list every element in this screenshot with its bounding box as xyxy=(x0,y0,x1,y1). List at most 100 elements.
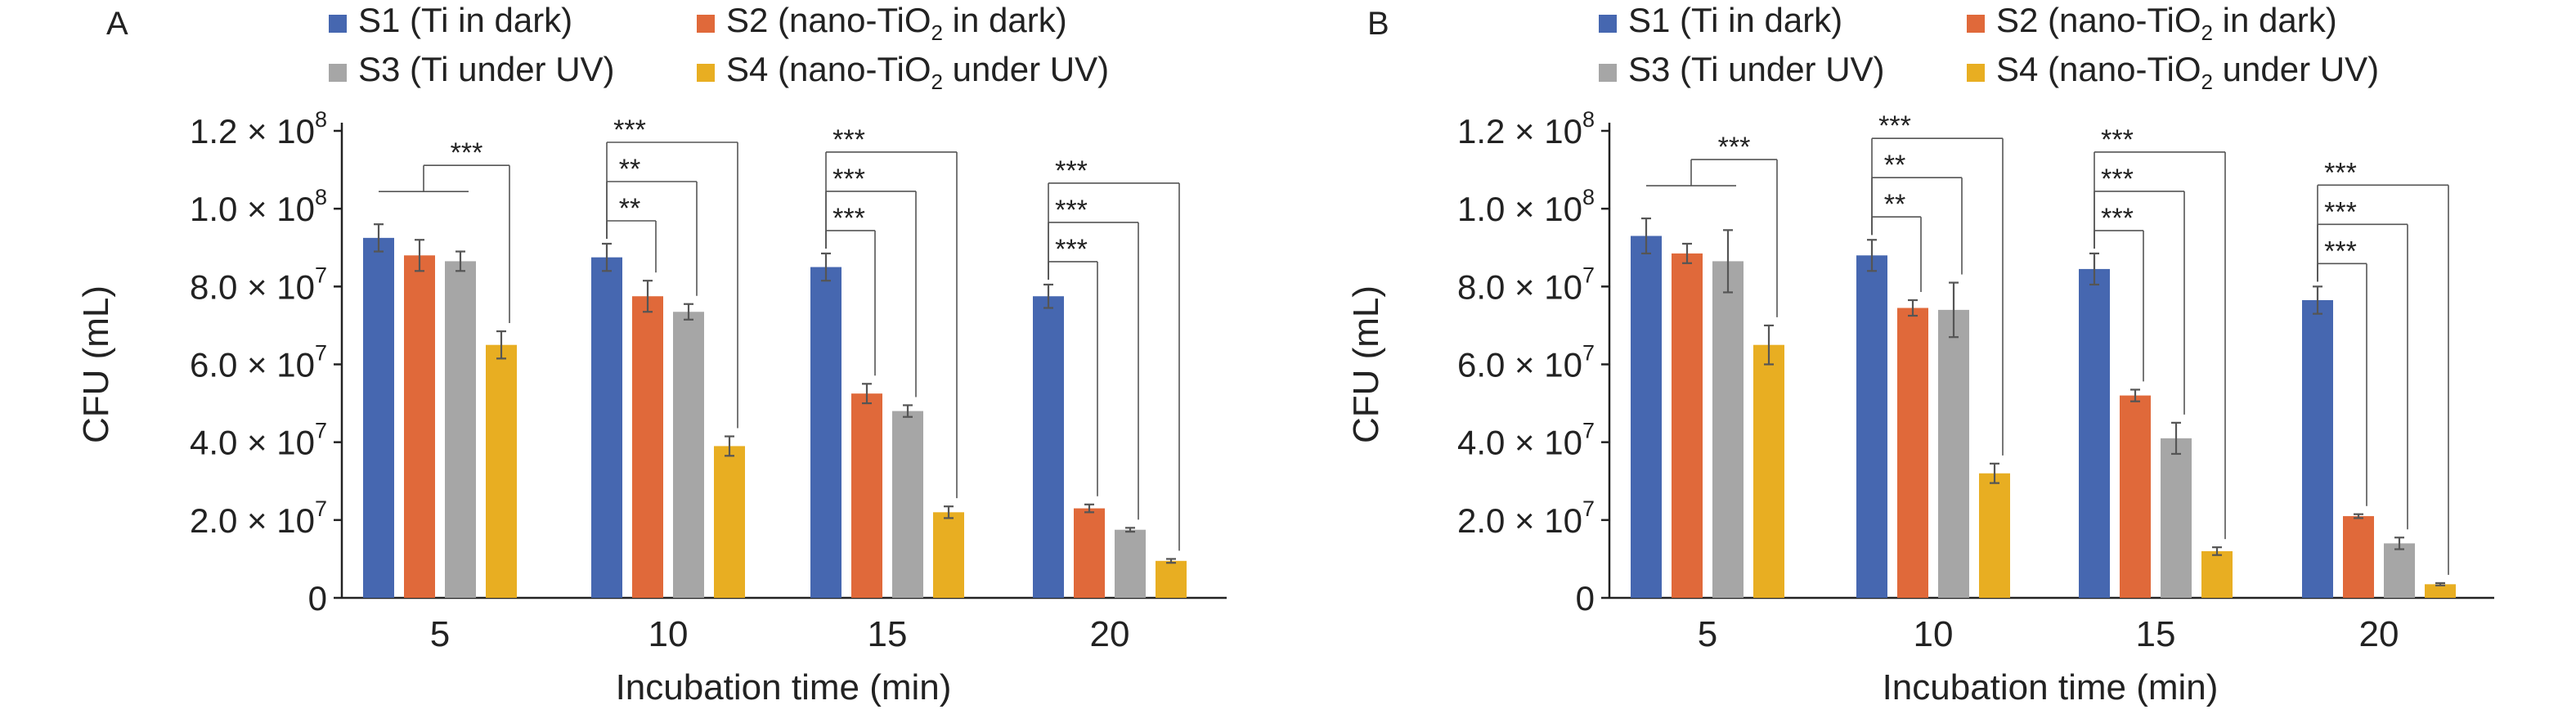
error-bar xyxy=(2394,537,2404,550)
significance-bracket xyxy=(825,151,958,499)
y-tick-exponent: 7 xyxy=(315,419,327,443)
legend-text: under UV) xyxy=(943,50,1109,88)
error-bar xyxy=(1166,558,1176,564)
y-tick-label: 0 xyxy=(308,579,327,617)
significance-label: *** xyxy=(832,203,865,234)
significance-bracket xyxy=(1871,137,2004,456)
significance-label: *** xyxy=(832,124,865,155)
error-bar xyxy=(1682,242,1692,264)
significance-bracket xyxy=(1646,159,1778,317)
legend-entry: S3 (Ti under UV) xyxy=(358,50,615,88)
legend-swatch xyxy=(1967,64,1985,82)
legend-text: S3 (Ti under UV) xyxy=(1628,50,1885,88)
error-bar xyxy=(602,242,612,272)
x-tick-label: 10 xyxy=(648,614,689,654)
error-bar xyxy=(456,250,465,272)
bar xyxy=(1712,261,1744,598)
x-axis-title: Incubation time (min) xyxy=(1883,667,2219,707)
y-tick-mantissa: 2.0 × 10 xyxy=(1457,501,1582,540)
significance-label: *** xyxy=(2101,164,2134,195)
legend-swatch xyxy=(1967,15,1985,33)
significance-label: *** xyxy=(1055,155,1088,186)
y-tick-exponent: 7 xyxy=(315,263,327,287)
x-tick-label: 5 xyxy=(1698,614,1717,654)
bar xyxy=(363,237,394,598)
y-axis-title: CFU (mL) xyxy=(76,285,116,443)
y-tick-mantissa: 1.0 × 10 xyxy=(1457,190,1582,228)
significance-bracket xyxy=(2317,184,2449,575)
bar xyxy=(1074,508,1105,598)
significance-bracket xyxy=(379,164,510,324)
legend-text: S2 (nano-TiO xyxy=(726,1,931,39)
bar xyxy=(1979,473,2010,598)
bar xyxy=(892,411,923,598)
error-bar xyxy=(1764,324,1774,366)
panel-label: B xyxy=(1367,6,1389,42)
y-tick-label: 6.0 × 107 xyxy=(190,341,327,384)
error-bar xyxy=(1908,299,1918,317)
significance-label: ** xyxy=(619,193,640,224)
bar xyxy=(591,257,622,598)
bar xyxy=(1672,253,1703,598)
y-tick-mantissa: 8.0 × 10 xyxy=(190,267,315,306)
x-tick-label: 15 xyxy=(868,614,908,654)
bar xyxy=(2161,438,2192,598)
error-bar xyxy=(2171,421,2181,456)
legend: S1 (Ti in dark) S2 (nano-TiO2 in dark)S3 … xyxy=(329,1,1109,94)
y-tick-label: 6.0 × 107 xyxy=(1457,341,1595,384)
y-tick-label: 1.0 × 108 xyxy=(1457,185,1595,228)
bar xyxy=(714,446,745,598)
significance-label: *** xyxy=(1878,110,1911,141)
y-tick-label: 1.0 × 108 xyxy=(190,185,327,228)
legend-entry: S1 (Ti in dark) xyxy=(358,1,572,39)
y-tick-exponent: 8 xyxy=(1582,185,1595,209)
error-bar xyxy=(496,330,506,360)
legend-text: S4 (nano-TiO xyxy=(1996,50,2201,88)
error-bar xyxy=(903,404,913,418)
y-tick-mantissa: 4.0 × 10 xyxy=(1457,424,1582,462)
legend-entry: S2 (nano-TiO2 in dark) xyxy=(1996,1,2337,45)
legend-swatch xyxy=(329,15,347,33)
error-bar xyxy=(1043,283,1053,309)
y-tick-exponent: 7 xyxy=(1582,419,1595,443)
y-tick-exponent: 8 xyxy=(1582,107,1595,132)
significance-label: *** xyxy=(1718,132,1751,163)
legend-entry: S1 (Ti in dark) xyxy=(1628,1,1842,39)
legend-entry: S3 (Ti under UV) xyxy=(1628,50,1885,88)
y-tick-label: 1.2 × 108 xyxy=(1457,107,1595,150)
bar xyxy=(1033,296,1064,598)
legend-swatch xyxy=(697,15,715,33)
bar xyxy=(810,267,841,598)
error-bar xyxy=(1641,217,1651,254)
significance-label: *** xyxy=(1055,195,1088,226)
legend-swatch xyxy=(329,64,347,82)
error-bar xyxy=(944,505,954,519)
bar xyxy=(1856,255,1887,598)
significance-label: *** xyxy=(613,115,646,146)
bar xyxy=(2343,516,2374,598)
legend-text: under UV) xyxy=(2213,50,2379,88)
y-tick-mantissa: 6.0 × 10 xyxy=(1457,346,1582,384)
significance-label: *** xyxy=(2101,203,2134,234)
y-tick-exponent: 8 xyxy=(315,185,327,209)
significance-label: ** xyxy=(1884,189,1905,220)
bar xyxy=(851,393,882,598)
error-bar xyxy=(2313,285,2322,315)
bar xyxy=(486,344,517,598)
error-bar xyxy=(2212,546,2222,556)
x-axis-title: Incubation time (min) xyxy=(616,667,952,707)
bar xyxy=(2302,299,2333,598)
y-tick-label: 2.0 × 107 xyxy=(190,496,327,540)
x-tick-label: 10 xyxy=(1914,614,1954,654)
bar xyxy=(933,512,964,598)
y-tick-mantissa: 6.0 × 10 xyxy=(190,346,315,384)
legend-subscript: 2 xyxy=(931,20,943,45)
y-tick-exponent: 7 xyxy=(1582,496,1595,521)
legend-entry: S4 (nano-TiO2 under UV) xyxy=(1996,50,2379,94)
legend-text: S4 (nano-TiO xyxy=(726,50,931,88)
x-tick-label: 5 xyxy=(430,614,450,654)
bar xyxy=(1897,308,1928,598)
y-tick-mantissa: 1.0 × 10 xyxy=(190,190,315,228)
legend-text: S2 (nano-TiO xyxy=(1996,1,2201,39)
